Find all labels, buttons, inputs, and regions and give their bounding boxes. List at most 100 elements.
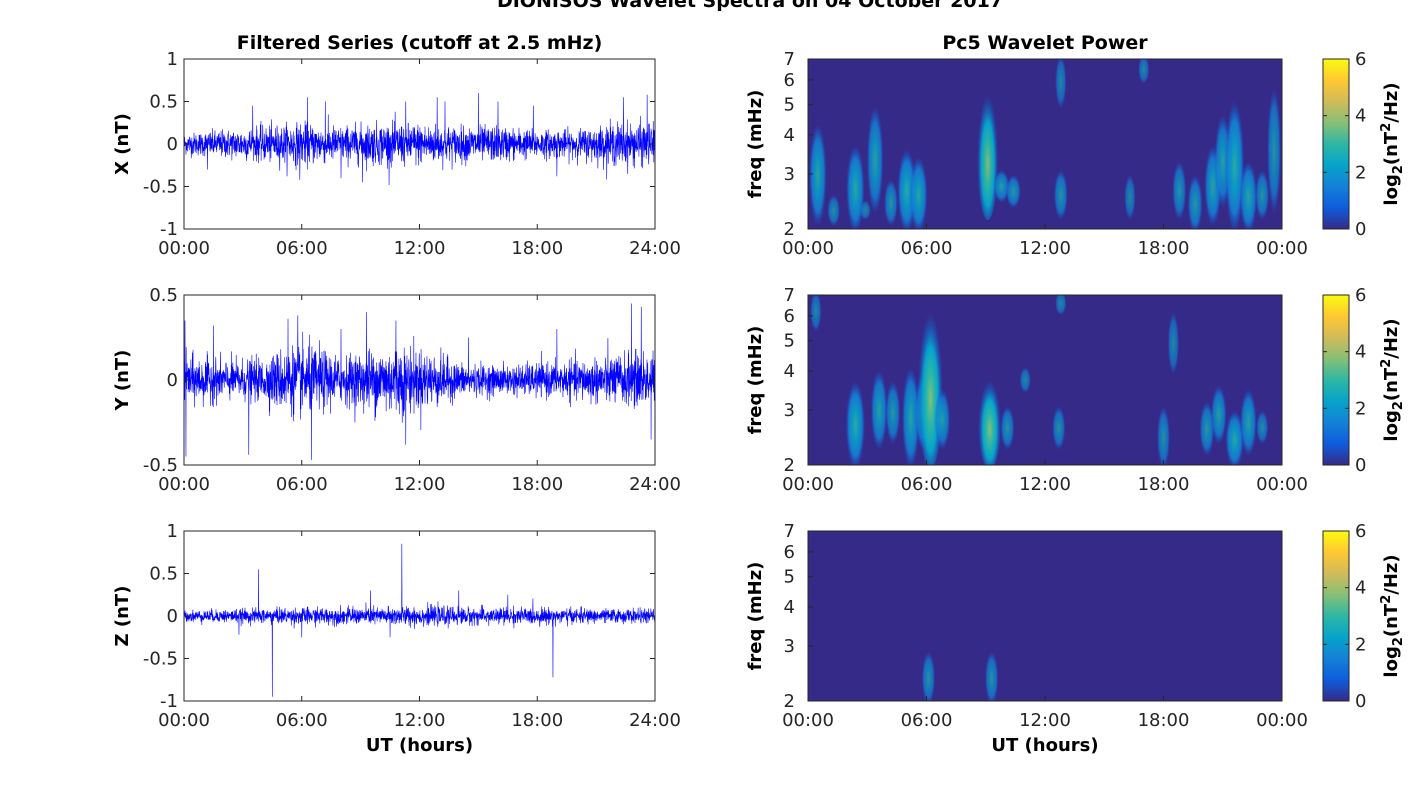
y-spectrum-power-blob [870, 370, 888, 451]
y-spectrum-power-blob [1256, 410, 1269, 445]
z-spectrum-power-blobs [921, 651, 999, 701]
z-series-trace [183, 543, 656, 697]
x-series-xtick-label: 24:00 [629, 238, 681, 259]
y-spectrum-power-blob [901, 366, 920, 465]
y-series-ytick-label: 0.5 [149, 285, 178, 306]
x-series-trace [183, 92, 656, 186]
y-spectrum-power-blob [1156, 405, 1171, 465]
x-series-ytick-label: 1 [167, 49, 178, 70]
x-series-panel: -1 -0.5 0 0.5 1 00:00 06:00 12:00 18:00 24:00 X (n… [112, 32, 681, 259]
x-spectrum-ytick-label: 7 [784, 49, 795, 70]
z-spectrum-xtick-label: 00:00 [1256, 710, 1308, 731]
x-spectrum-power-blob [866, 106, 884, 215]
x-series-ytick-label: 0.5 [149, 92, 178, 113]
x-spectrum-colorbar-tick-label: 4 [1355, 106, 1366, 127]
y-series-xtick-label: 12:00 [394, 474, 446, 495]
x-spectrum-colorbar-tick-label: 0 [1355, 219, 1366, 240]
z-spectrum-colorbar-tick-label: 6 [1355, 521, 1366, 542]
y-series-xtick-label: 18:00 [511, 474, 563, 495]
x-spectrum-xtick-label: 00:00 [782, 238, 834, 259]
y-series-xtick-label: 06:00 [276, 474, 328, 495]
z-spectrum-xlabel: UT (hours) [991, 735, 1098, 756]
y-spectrum-power-blob [1052, 405, 1066, 451]
x-spectrum-colorbar-tick-label: 6 [1355, 49, 1366, 70]
x-spectrum-power-blob [993, 169, 1010, 203]
x-spectrum-power-blob [1124, 174, 1136, 221]
x-series-xtick-label: 06:00 [276, 238, 328, 259]
y-spectrum-power-blob [934, 388, 951, 451]
y-spectrum-power-blob [1000, 405, 1015, 451]
x-spectrum-xtick-label: 06:00 [901, 238, 953, 259]
y-spectrum-xtick-label: 00:00 [782, 474, 834, 495]
x-series-ylabel: X (nT) [112, 113, 133, 175]
x-spectrum-power-blob [1055, 59, 1067, 109]
z-spectrum-ytick-label: 6 [784, 542, 795, 563]
y-series-panel: -0.5 0 0.5 00:00 06:00 12:00 18:00 24:00 Y (nT) [112, 285, 681, 495]
z-spectrum-ylabel: freq (mHz) [745, 562, 766, 671]
z-series-ytick-label: -0.5 [143, 649, 178, 670]
z-series-xtick-label: 18:00 [511, 710, 563, 731]
y-spectrum-power-blob [845, 381, 865, 465]
x-series-xtick-label: 00:00 [158, 238, 210, 259]
x-spectrum-power-blob [1267, 87, 1282, 215]
x-spectrum-power-blob [1255, 169, 1270, 221]
z-spectrum-power-blob [921, 651, 936, 701]
y-spectrum-colorbar-tick-label: 6 [1355, 285, 1366, 306]
x-spectrum-ylabel: freq (mHz) [745, 90, 766, 199]
y-series-trace [183, 303, 656, 460]
y-spectrum-colorbar-scale [1322, 294, 1350, 466]
x-spectrum-xtick-label: 12:00 [1019, 238, 1071, 259]
z-spectrum-background [808, 531, 1282, 701]
x-series-xtick-label: 18:00 [511, 238, 563, 259]
figure-title: DIONISOS Wavelet Spectra on 04 October 2… [497, 0, 1003, 12]
x-spectrum-ytick-label: 3 [784, 164, 795, 185]
z-series-xtick-label: 00:00 [158, 710, 210, 731]
z-series-ylabel: Z (nT) [112, 586, 133, 647]
y-spectrum-power-blob [1167, 311, 1180, 375]
y-spectrum-xtick-label: 12:00 [1019, 474, 1071, 495]
x-spectrum-power-blob [827, 194, 840, 227]
x-spectrum-xtick-label: 00:00 [1256, 238, 1308, 259]
y-series-xtick-label: 24:00 [629, 474, 681, 495]
y-spectrum-power-blob [1199, 401, 1215, 457]
y-series-ytick-label: -0.5 [143, 455, 178, 476]
y-spectrum-colorbar-tick-label: 4 [1355, 342, 1366, 363]
y-spectrum-ylabel: freq (mHz) [745, 326, 766, 435]
z-series-ytick-label: -1 [160, 691, 178, 712]
x-spectrum-power-blob [883, 179, 898, 227]
x-spectrum-colorbar: 0 2 4 6 log2(nT2/Hz) [1322, 49, 1406, 240]
x-spectrum-power-blobs [809, 59, 1282, 229]
y-spectrum-colorbar-label: log2(nT2/Hz) [1379, 318, 1406, 441]
z-series-ytick-label: 0.5 [149, 564, 178, 585]
x-series-ytick-label: 0 [167, 134, 178, 155]
x-series-title: Filtered Series (cutoff at 2.5 mHz) [237, 32, 603, 54]
x-spectrum-ytick-label: 2 [784, 219, 795, 240]
z-spectrum-ytick-label: 4 [784, 597, 795, 618]
z-spectrum-ytick-label: 7 [784, 521, 795, 542]
z-spectrum-xtick-label: 12:00 [1019, 710, 1071, 731]
x-spectrum-colorbar-label: log2(nT2/Hz) [1379, 82, 1406, 205]
y-spectrum-xtick-label: 06:00 [901, 474, 953, 495]
x-spectrum-power-blob [1053, 169, 1068, 221]
z-series-xtick-label: 12:00 [394, 710, 446, 731]
y-spectrum-ytick-label: 7 [784, 285, 795, 306]
z-spectrum-xtick-label: 06:00 [901, 710, 953, 731]
x-spectrum-power-blob [909, 157, 928, 229]
x-spectrum-power-blob [846, 145, 865, 229]
z-spectrum-xtick-label: 00:00 [782, 710, 834, 731]
y-spectrum-colorbar-tick-label: 0 [1355, 455, 1366, 476]
z-spectrum-colorbar-label: log2(nT2/Hz) [1379, 554, 1406, 677]
y-spectrum-power-blob [1240, 388, 1257, 457]
x-spectrum-power-blob [859, 200, 871, 221]
y-spectrum-xtick-label: 00:00 [1256, 474, 1308, 495]
x-spectrum-colorbar-scale [1322, 58, 1350, 230]
z-series-panel: -1 -0.5 0 0.5 1 00:00 06:00 12:00 18:00 24:00 Z (n… [112, 521, 681, 756]
z-spectrum-colorbar-tick-label: 2 [1355, 634, 1366, 655]
y-spectrum-power-blob [1225, 410, 1244, 465]
x-series-ytick-label: -1 [160, 219, 178, 240]
y-spectrum-power-blob [1019, 366, 1031, 394]
z-spectrum-xtick-label: 18:00 [1138, 710, 1190, 731]
